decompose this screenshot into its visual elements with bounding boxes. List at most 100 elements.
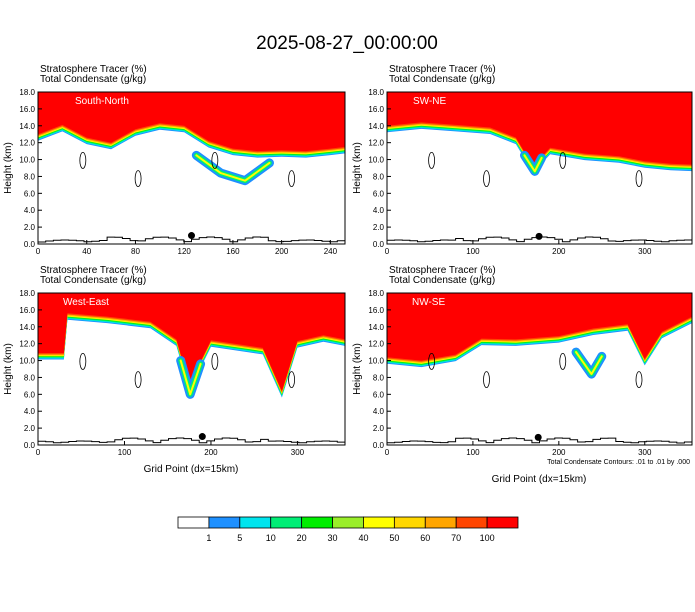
y-tick-label: 4.0 bbox=[373, 407, 385, 416]
axes: 0.0 2.0 4.0 6.0 8.0 10.0 12.0 14.0 16.0 18.0 0 100 2… bbox=[368, 88, 652, 256]
colorbar-label: 100 bbox=[480, 533, 495, 543]
colorbar: 1 5 10 20 30 40 50 60 70 100 bbox=[177, 516, 519, 543]
x-tick-label: 200 bbox=[204, 448, 218, 457]
x-tick-label: 160 bbox=[226, 247, 240, 256]
panel-sw-ne: Stratosphere Tracer (%) Total Condensate… bbox=[352, 64, 693, 256]
tracer-core bbox=[38, 293, 345, 388]
figure-title: 2025-08-27_00:00:00 bbox=[256, 33, 438, 54]
plot-frame bbox=[386, 91, 693, 245]
y-tick-label: 8.0 bbox=[373, 172, 385, 181]
y-tick-label: 2.0 bbox=[24, 424, 36, 433]
y-tick-label: 8.0 bbox=[24, 373, 36, 382]
intrusion-tongue bbox=[179, 359, 202, 396]
y-tick-label: 10.0 bbox=[19, 357, 35, 366]
axes: 0.0 2.0 4.0 6.0 8.0 10.0 12.0 14.0 16.0 18.0 0 100 2… bbox=[19, 289, 304, 457]
y-tick-label: 10.0 bbox=[19, 156, 35, 165]
panel-header-line2: Total Condensate (g/kg) bbox=[40, 74, 146, 85]
x-tick-label: 80 bbox=[131, 247, 140, 256]
colorbar-swatch bbox=[393, 516, 426, 529]
y-tick-label: 16.0 bbox=[19, 306, 35, 315]
colorbar-swatch bbox=[424, 516, 457, 529]
colorbar-swatch bbox=[177, 516, 210, 529]
tracer-field bbox=[387, 92, 692, 243]
y-tick-label: 0.0 bbox=[373, 240, 385, 249]
x-tick-label: 200 bbox=[552, 448, 566, 457]
condensate-contour bbox=[635, 371, 643, 389]
plot-frame bbox=[37, 91, 346, 245]
colorbar-swatch bbox=[455, 516, 488, 529]
condensate-contour bbox=[211, 352, 219, 370]
tracer-field bbox=[38, 92, 345, 243]
y-tick-label: 6.0 bbox=[24, 189, 36, 198]
y-tick-label: 18.0 bbox=[19, 289, 35, 298]
station-marker bbox=[535, 232, 543, 240]
intrusion-tongue bbox=[575, 351, 603, 376]
colorbar-label: 10 bbox=[266, 533, 276, 543]
y-tick-label: 14.0 bbox=[368, 323, 384, 332]
terrain-profile bbox=[38, 236, 345, 243]
x-tick-label: 0 bbox=[385, 448, 390, 457]
station-marker bbox=[188, 232, 195, 240]
y-tick-label: 18.0 bbox=[368, 88, 384, 97]
y-tick-label: 2.0 bbox=[373, 424, 385, 433]
y-tick-label: 6.0 bbox=[373, 390, 385, 399]
y-tick-label: 12.0 bbox=[368, 340, 384, 349]
cross-section-label: NW-SE bbox=[412, 297, 445, 308]
tracer-core bbox=[387, 92, 692, 164]
y-tick-label: 4.0 bbox=[373, 206, 385, 215]
cross-section-label: SW-NE bbox=[413, 96, 446, 107]
y-tick-label: 4.0 bbox=[24, 206, 36, 215]
y-tick-label: 0.0 bbox=[24, 441, 36, 450]
condensate-contour bbox=[483, 371, 490, 389]
colorbar-label: 50 bbox=[389, 533, 399, 543]
x-tick-label: 200 bbox=[552, 247, 566, 256]
x-tick-label: 100 bbox=[466, 247, 480, 256]
station-marker bbox=[198, 433, 206, 441]
colorbar-label: 60 bbox=[420, 533, 430, 543]
y-tick-label: 10.0 bbox=[368, 357, 384, 366]
tracer-core bbox=[387, 293, 692, 358]
colorbar-swatch bbox=[208, 516, 241, 529]
x-axis-label: Grid Point (dx=15km) bbox=[144, 464, 239, 475]
panel-header-line1: Stratosphere Tracer (%) bbox=[40, 265, 147, 276]
condensate-contour bbox=[483, 170, 490, 188]
y-tick-label: 12.0 bbox=[19, 340, 35, 349]
panel-west-east: Stratosphere Tracer (%) Total Condensate… bbox=[3, 265, 346, 475]
x-tick-label: 120 bbox=[178, 247, 192, 256]
y-tick-label: 12.0 bbox=[19, 139, 35, 148]
condensate-contour bbox=[428, 151, 436, 169]
colorbar-label: 70 bbox=[451, 533, 461, 543]
y-tick-label: 12.0 bbox=[368, 139, 384, 148]
x-tick-label: 300 bbox=[638, 448, 652, 457]
panel-header-line2: Total Condensate (g/kg) bbox=[389, 275, 495, 286]
y-tick-label: 0.0 bbox=[373, 441, 385, 450]
y-tick-label: 6.0 bbox=[373, 189, 385, 198]
tracer-core bbox=[38, 92, 345, 149]
colorbar-label: 40 bbox=[358, 533, 368, 543]
y-tick-label: 6.0 bbox=[24, 390, 36, 399]
panel-nw-se: Stratosphere Tracer (%) Total Condensate… bbox=[352, 265, 693, 485]
y-axis-label: Height (km) bbox=[3, 142, 14, 194]
x-tick-label: 300 bbox=[291, 448, 305, 457]
condensate-contour bbox=[635, 170, 643, 188]
y-tick-label: 18.0 bbox=[368, 289, 384, 298]
axes: 0.0 2.0 4.0 6.0 8.0 10.0 12.0 14.0 16.0 18.0 0 40 80… bbox=[19, 88, 337, 256]
y-tick-label: 8.0 bbox=[24, 172, 36, 181]
panel-header-line1: Stratosphere Tracer (%) bbox=[40, 64, 147, 75]
panel-header-line1: Stratosphere Tracer (%) bbox=[389, 265, 496, 276]
colorbar-label: 1 bbox=[206, 533, 211, 543]
panel-header-line2: Total Condensate (g/kg) bbox=[389, 74, 495, 85]
y-tick-label: 18.0 bbox=[19, 88, 35, 97]
colorbar-swatch bbox=[332, 516, 364, 529]
x-tick-label: 100 bbox=[466, 448, 480, 457]
y-axis-label: Height (km) bbox=[352, 142, 363, 194]
condensate-contour bbox=[288, 170, 296, 188]
contour-note: Total Condensate Contours: .01 to .01 by… bbox=[547, 459, 690, 466]
y-axis-label: Height (km) bbox=[3, 343, 14, 395]
y-tick-label: 16.0 bbox=[368, 105, 384, 114]
plot-frame bbox=[37, 292, 346, 446]
colorbar-swatch bbox=[239, 516, 272, 529]
y-tick-label: 16.0 bbox=[19, 105, 35, 114]
y-tick-label: 0.0 bbox=[24, 240, 36, 249]
